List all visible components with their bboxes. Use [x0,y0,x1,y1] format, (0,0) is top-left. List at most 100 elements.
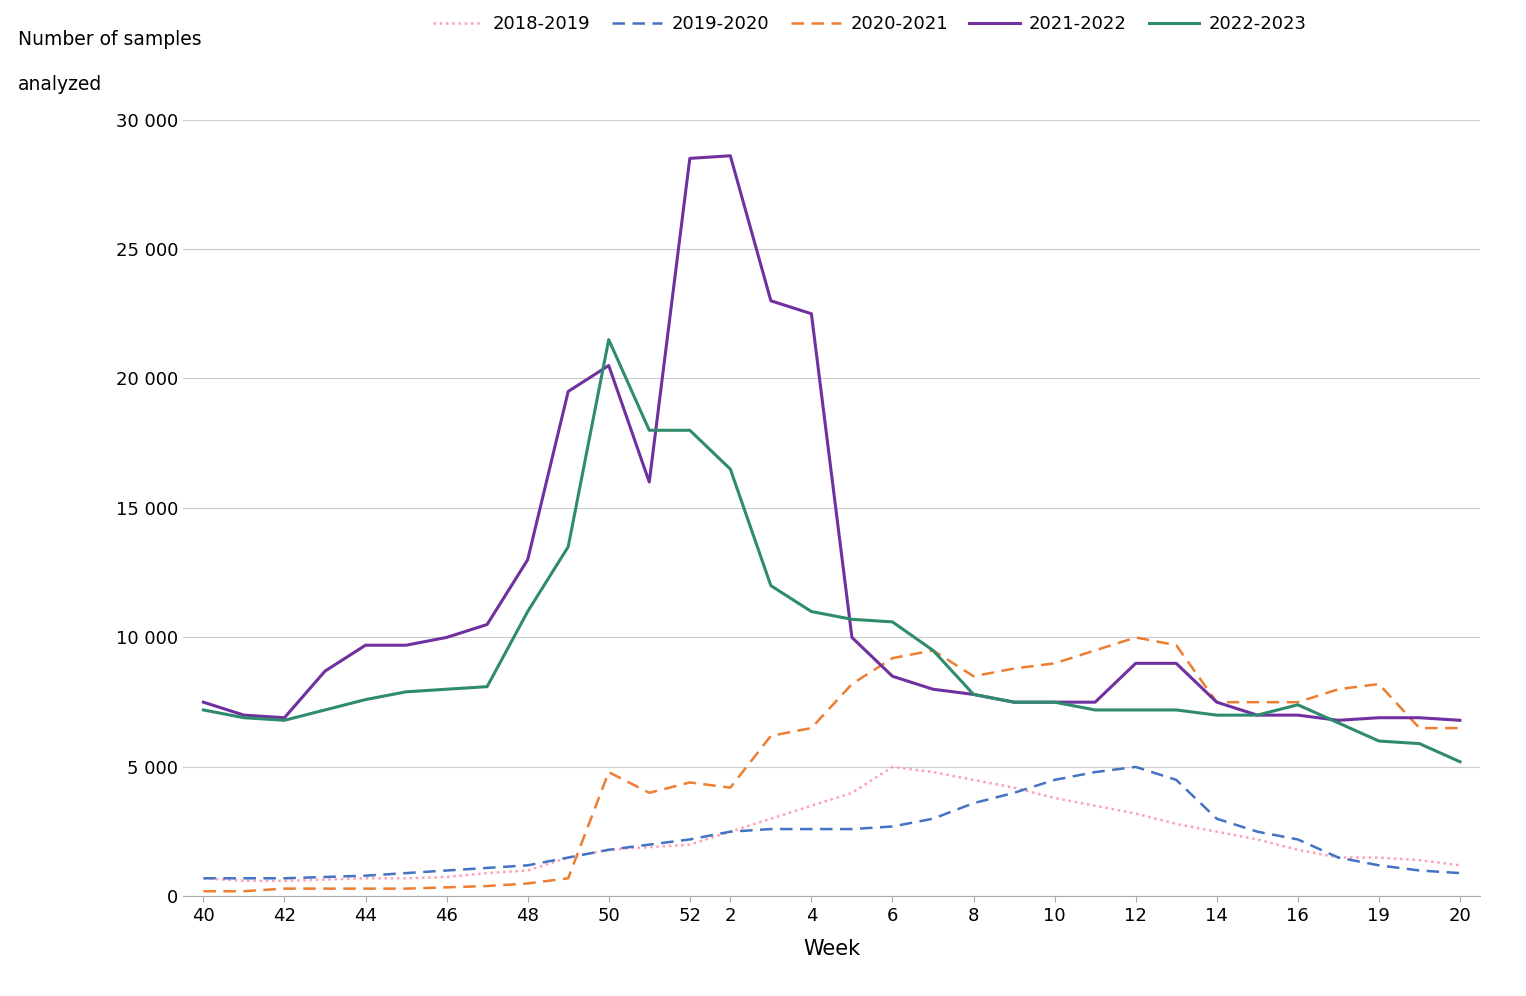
2022-2023 [1207,709,1225,721]
2018-2019 [1329,852,1347,864]
2022-2023 [1006,696,1024,708]
2019-2020 [316,871,334,883]
2021-2022 [1410,712,1428,724]
2018-2019 [1006,782,1024,794]
2021-2022 [803,308,821,320]
2020-2021 [842,678,861,690]
2020-2021 [722,782,740,794]
2022-2023 [1370,735,1389,747]
2022-2023 [316,704,334,716]
2019-2020 [1248,826,1267,838]
2018-2019 [761,813,780,825]
2022-2023 [559,541,577,553]
2018-2019 [884,761,902,773]
2019-2020 [397,868,415,879]
2020-2021 [519,877,537,889]
2018-2019 [600,844,618,856]
2019-2020 [1167,774,1186,786]
2018-2019 [1045,792,1064,804]
Line: 2019-2020: 2019-2020 [203,767,1460,878]
2021-2022 [884,670,902,682]
2022-2023 [1087,704,1105,716]
2022-2023 [1329,717,1347,729]
Line: 2021-2022: 2021-2022 [203,155,1460,720]
2021-2022 [722,149,740,161]
2021-2022 [397,639,415,651]
2019-2020 [600,844,618,856]
2022-2023 [761,580,780,592]
2018-2019 [722,826,740,838]
2021-2022 [681,152,699,164]
2020-2021 [761,730,780,742]
2018-2019 [1087,800,1105,812]
2020-2021 [1207,696,1225,708]
2018-2019 [1167,818,1186,830]
2021-2022 [1167,657,1186,669]
2021-2022 [1126,657,1144,669]
2019-2020 [639,839,658,851]
2022-2023 [1410,738,1428,750]
2020-2021 [681,777,699,789]
2020-2021 [478,880,496,892]
Line: 2018-2019: 2018-2019 [203,767,1460,880]
2020-2021 [397,882,415,894]
2021-2022 [519,554,537,566]
2019-2020 [559,852,577,864]
2018-2019 [1410,855,1428,867]
2020-2021 [923,644,942,656]
2020-2021 [1087,644,1105,656]
2021-2022 [1248,709,1267,721]
2021-2022 [1087,696,1105,708]
2018-2019 [639,842,658,854]
2022-2023 [639,424,658,436]
2021-2022 [559,385,577,397]
X-axis label: Week: Week [803,938,861,959]
2022-2023 [1045,696,1064,708]
2020-2021 [803,722,821,734]
2019-2020 [1288,834,1306,846]
2019-2020 [1006,787,1024,799]
2018-2019 [1248,834,1267,846]
2022-2023 [235,712,253,724]
2020-2021 [1248,696,1267,708]
2018-2019 [316,873,334,885]
2018-2019 [842,787,861,799]
2019-2020 [1207,813,1225,825]
2019-2020 [1329,852,1347,864]
2022-2023 [478,680,496,692]
2021-2022 [1329,714,1347,726]
2019-2020 [884,821,902,833]
2020-2021 [884,652,902,664]
2018-2019 [397,872,415,884]
2020-2021 [275,882,293,894]
Line: 2020-2021: 2020-2021 [203,637,1460,891]
2020-2021 [1006,662,1024,674]
2020-2021 [964,670,983,682]
2022-2023 [964,688,983,700]
Text: analyzed: analyzed [18,75,102,94]
2022-2023 [803,606,821,618]
2021-2022 [1207,696,1225,708]
2019-2020 [357,870,375,881]
2022-2023 [397,686,415,698]
Text: Number of samples: Number of samples [18,30,201,49]
2018-2019 [438,871,456,883]
2018-2019 [519,865,537,876]
2021-2022 [478,619,496,630]
2021-2022 [842,631,861,643]
2021-2022 [194,696,212,708]
2022-2023 [1167,704,1186,716]
2021-2022 [1045,696,1064,708]
2022-2023 [519,606,537,618]
2022-2023 [923,644,942,656]
2021-2022 [639,476,658,488]
2022-2023 [438,683,456,695]
2022-2023 [681,424,699,436]
2018-2019 [1451,860,1470,872]
2019-2020 [964,797,983,809]
2018-2019 [1126,808,1144,820]
2022-2023 [1248,709,1267,721]
2020-2021 [194,885,212,897]
2019-2020 [438,865,456,876]
2020-2021 [1370,678,1389,690]
